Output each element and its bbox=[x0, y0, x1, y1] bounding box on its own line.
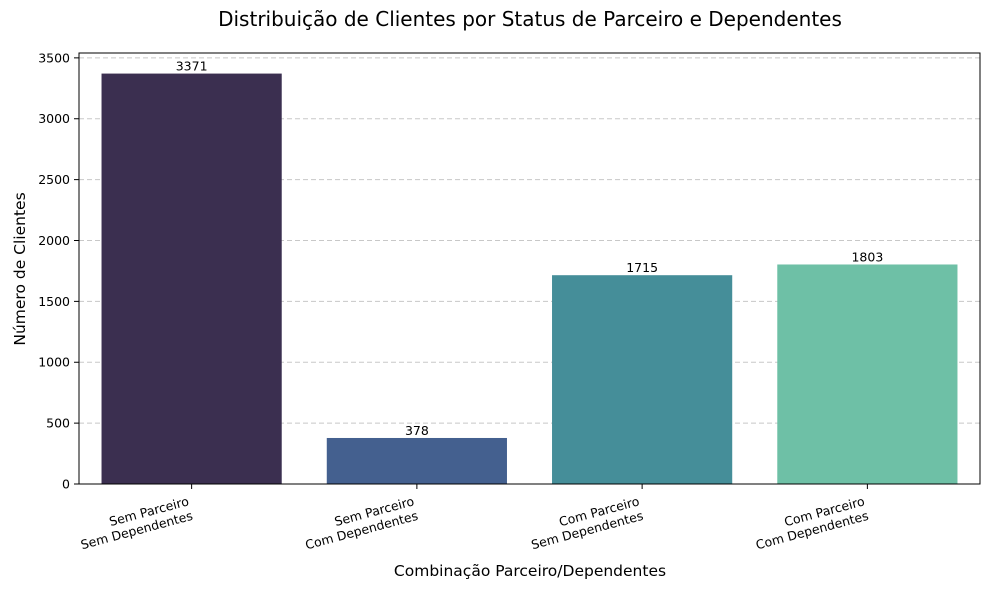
bar bbox=[777, 264, 958, 484]
bar bbox=[552, 275, 733, 484]
x-axis-label: Combinação Parceiro/Dependentes bbox=[394, 562, 666, 580]
y-tick-label: 3500 bbox=[38, 50, 70, 65]
chart-title: Distribuição de Clientes por Status de P… bbox=[218, 7, 842, 31]
bar bbox=[326, 437, 507, 484]
y-tick-label: 3000 bbox=[38, 111, 70, 126]
data-label: 3371 bbox=[176, 59, 208, 74]
y-axis-ticks: 0 500 1000 1500 2000 2500 3000 3500 bbox=[38, 50, 79, 492]
y-axis-label: Número de Clientes bbox=[11, 192, 29, 345]
bar bbox=[101, 73, 282, 484]
data-label: 1715 bbox=[626, 260, 658, 275]
bars bbox=[101, 73, 958, 484]
y-tick-label: 2500 bbox=[38, 172, 70, 187]
y-tick-label: 500 bbox=[46, 416, 70, 431]
data-label: 1803 bbox=[851, 249, 883, 264]
y-grid bbox=[79, 57, 980, 424]
data-labels: 3371 378 1715 1803 bbox=[176, 59, 884, 438]
plot-frame bbox=[78, 52, 981, 485]
data-label: 378 bbox=[405, 423, 429, 438]
y-tick-label: 0 bbox=[62, 477, 70, 492]
y-tick-label: 1500 bbox=[38, 294, 70, 309]
y-tick-label: 1000 bbox=[38, 355, 70, 370]
y-tick-label: 2000 bbox=[38, 233, 70, 248]
